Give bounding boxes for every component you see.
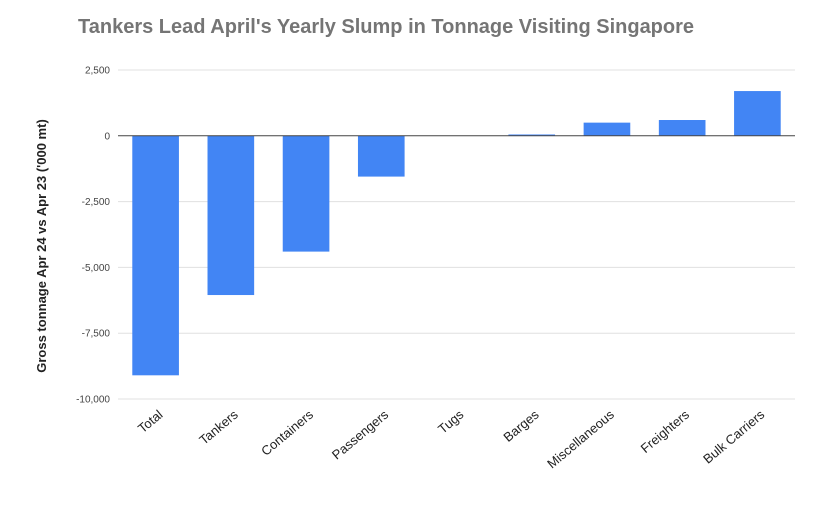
y-tick-label: -10,000 bbox=[76, 395, 110, 406]
chart-title: Tankers Lead April's Yearly Slump in Ton… bbox=[78, 16, 695, 38]
x-category-labels: Total Tankers Containers Passengers Tugs Barg… bbox=[135, 406, 768, 471]
y-axis-title: Gross tonnage Apr 24 vs Apr 23 ('000 mt) bbox=[34, 119, 49, 373]
x-category-label: Passengers bbox=[329, 406, 392, 462]
x-category-label: Miscellaneous bbox=[544, 406, 617, 471]
bars bbox=[132, 91, 781, 376]
x-category-label: Freighters bbox=[638, 406, 693, 455]
x-category-label: Tugs bbox=[435, 406, 467, 436]
x-category-label: Containers bbox=[258, 406, 316, 458]
y-tick-label: -7,500 bbox=[82, 329, 111, 340]
bar-total bbox=[132, 135, 179, 376]
y-tick-labels: 2,500 0 -2,500 -5,000 -7,500 -10,000 bbox=[76, 66, 110, 406]
x-category-label: Tankers bbox=[196, 406, 241, 447]
bar-passengers bbox=[357, 135, 405, 177]
x-category-label: Barges bbox=[500, 406, 542, 444]
y-tick-label: 2,500 bbox=[85, 66, 110, 77]
bar-bulk-carriers bbox=[734, 91, 781, 136]
y-tick-label: 0 bbox=[104, 131, 110, 142]
x-category-label: Total bbox=[135, 407, 166, 436]
y-tick-label: -5,000 bbox=[82, 263, 111, 274]
bar-freighters bbox=[658, 120, 706, 136]
x-category-label: Bulk Carriers bbox=[700, 406, 768, 466]
bar-barges bbox=[508, 134, 556, 136]
y-tick-label: -2,500 bbox=[82, 197, 111, 208]
bar-tankers bbox=[207, 135, 255, 296]
bar-miscellaneous bbox=[583, 122, 631, 136]
gridlines bbox=[118, 69, 795, 400]
bar-containers bbox=[282, 135, 330, 252]
